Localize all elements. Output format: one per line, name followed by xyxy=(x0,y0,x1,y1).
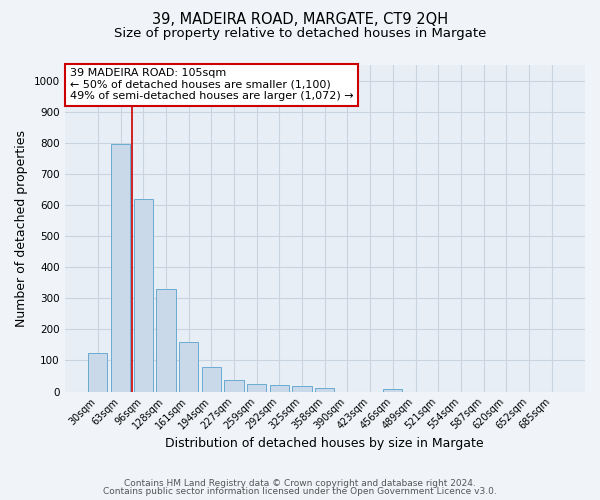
Text: Contains HM Land Registry data © Crown copyright and database right 2024.: Contains HM Land Registry data © Crown c… xyxy=(124,478,476,488)
Bar xyxy=(111,144,130,392)
Bar xyxy=(179,342,198,392)
Bar xyxy=(270,384,289,392)
Bar xyxy=(224,380,244,392)
Bar xyxy=(292,386,312,392)
Bar xyxy=(134,198,153,392)
Text: 39 MADEIRA ROAD: 105sqm
← 50% of detached houses are smaller (1,100)
49% of semi: 39 MADEIRA ROAD: 105sqm ← 50% of detache… xyxy=(70,68,353,102)
Bar xyxy=(202,368,221,392)
Text: 39, MADEIRA ROAD, MARGATE, CT9 2QH: 39, MADEIRA ROAD, MARGATE, CT9 2QH xyxy=(152,12,448,28)
Bar xyxy=(88,352,107,392)
Y-axis label: Number of detached properties: Number of detached properties xyxy=(15,130,28,327)
X-axis label: Distribution of detached houses by size in Margate: Distribution of detached houses by size … xyxy=(166,437,484,450)
Text: Size of property relative to detached houses in Margate: Size of property relative to detached ho… xyxy=(114,28,486,40)
Bar xyxy=(247,384,266,392)
Bar xyxy=(315,388,334,392)
Bar xyxy=(156,289,176,392)
Bar xyxy=(383,389,403,392)
Text: Contains public sector information licensed under the Open Government Licence v3: Contains public sector information licen… xyxy=(103,487,497,496)
